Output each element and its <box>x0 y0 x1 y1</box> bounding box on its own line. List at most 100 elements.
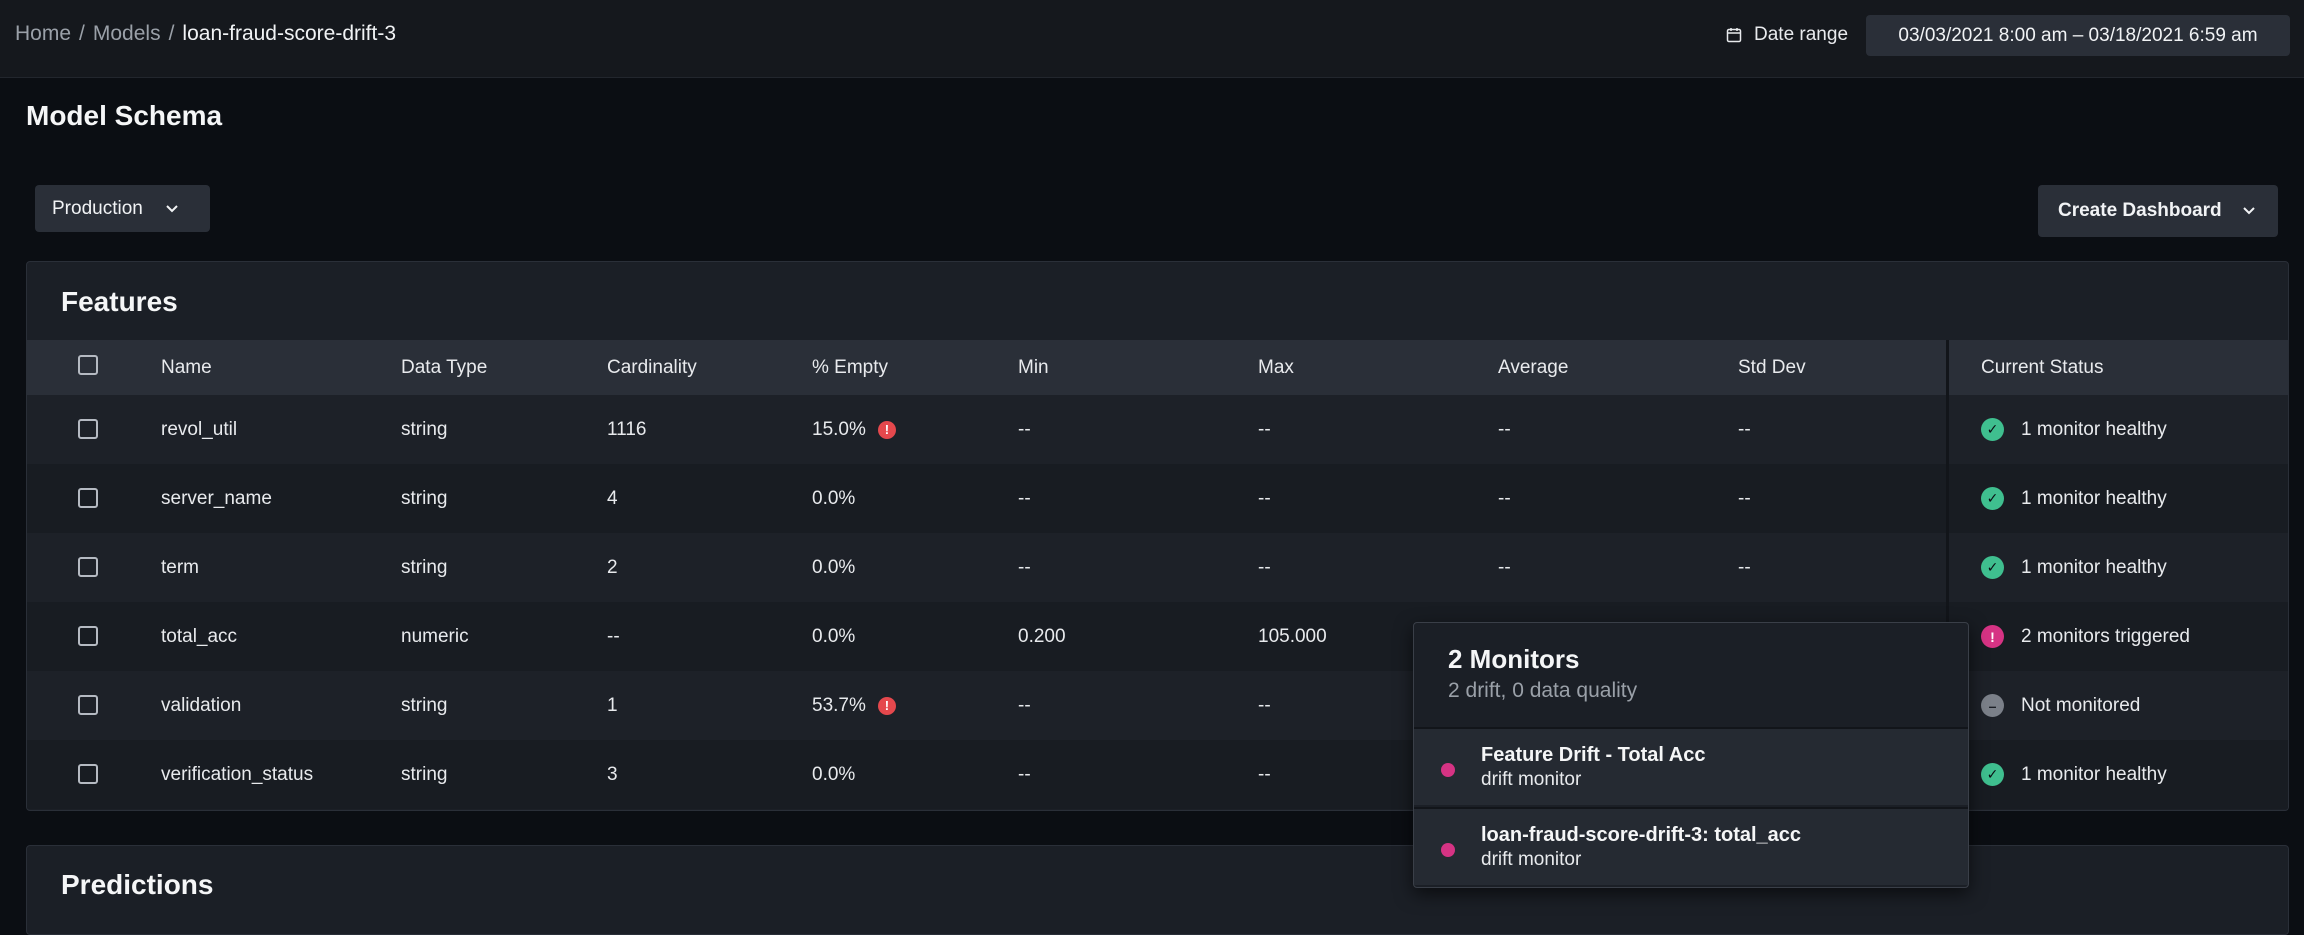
feature-std-dev: -- <box>1738 557 1751 578</box>
monitor-list-item[interactable]: Feature Drift - Total Acc drift monitor <box>1414 727 1968 805</box>
page-title: Model Schema <box>26 100 223 131</box>
feature-name[interactable]: server_name <box>161 488 272 509</box>
breadcrumb: Home / Models / loan-fraud-score-drift-3 <box>15 22 396 46</box>
feature-name[interactable]: revol_util <box>161 419 238 440</box>
top-bar: Home / Models / loan-fraud-score-drift-3… <box>0 0 2304 78</box>
status-cell[interactable]: – Not monitored <box>1949 671 2288 740</box>
calendar-icon <box>1726 28 1742 43</box>
select-all-checkbox[interactable] <box>78 355 98 375</box>
check-circle-icon: ✓ <box>1981 487 2004 510</box>
feature-data-type: string <box>401 557 448 578</box>
column-header-min[interactable]: Min <box>1018 357 1049 378</box>
warning-icon: ! <box>877 696 896 715</box>
table-header: Name Data Type Cardinality % Empty Min M… <box>27 340 2288 395</box>
feature-cardinality: 1116 <box>607 419 647 440</box>
status-text: 1 monitor healthy <box>2021 418 2167 440</box>
feature-min: -- <box>1018 557 1031 578</box>
column-header-average[interactable]: Average <box>1498 357 1569 378</box>
feature-max: 105.000 <box>1258 626 1327 647</box>
column-header-cardinality[interactable]: Cardinality <box>607 357 697 378</box>
row-checkbox[interactable] <box>78 764 98 784</box>
row-checkbox[interactable] <box>78 488 98 508</box>
status-cell[interactable]: ✓ 1 monitor healthy <box>1949 395 2288 464</box>
feature-empty: 0.0% <box>812 764 856 785</box>
feature-cardinality: 1 <box>607 695 618 716</box>
status-text: 1 monitor healthy <box>2021 487 2167 509</box>
feature-average: -- <box>1498 419 1511 440</box>
feature-data-type: string <box>401 419 448 440</box>
monitor-type: drift monitor <box>1481 769 1582 790</box>
popover-subtitle: 2 drift, 0 data quality <box>1448 679 1638 702</box>
create-dashboard-button[interactable]: Create Dashboard <box>2038 185 2278 237</box>
feature-data-type: string <box>401 488 448 509</box>
monitor-list-item[interactable]: loan-fraud-score-drift-3: total_acc drif… <box>1414 807 1968 885</box>
feature-std-dev: -- <box>1738 419 1751 440</box>
monitor-name[interactable]: loan-fraud-score-drift-3: total_acc <box>1481 824 1802 846</box>
row-checkbox[interactable] <box>78 695 98 715</box>
status-cell[interactable]: ✓ 1 monitor healthy <box>1949 533 2288 602</box>
status-text: 1 monitor healthy <box>2021 556 2167 578</box>
date-range-picker[interactable]: 03/03/2021 8:00 am – 03/18/2021 6:59 am <box>1866 15 2290 56</box>
feature-empty: 53.7% <box>812 695 866 716</box>
popover-title: 2 Monitors <box>1448 644 1580 674</box>
status-text: 1 monitor healthy <box>2021 763 2167 785</box>
feature-empty-cell: 53.7% ! <box>812 671 896 740</box>
feature-min: -- <box>1018 764 1031 785</box>
breadcrumb-models-link[interactable]: Models <box>92 22 161 45</box>
status-cell[interactable]: ✓ 1 monitor healthy <box>1949 464 2288 533</box>
date-range-label-group: Date range <box>1726 24 1848 46</box>
feature-empty: 0.0% <box>812 626 856 647</box>
feature-name[interactable]: term <box>161 557 199 578</box>
triggered-dot-icon <box>1441 843 1455 857</box>
breadcrumb-current-model: loan-fraud-score-drift-3 <box>182 22 397 45</box>
feature-name[interactable]: total_acc <box>161 626 238 647</box>
breadcrumb-home-link[interactable]: Home <box>15 22 72 45</box>
row-checkbox[interactable] <box>78 626 98 646</box>
feature-name[interactable]: verification_status <box>161 764 314 785</box>
warning-icon: ! <box>877 420 896 439</box>
date-range-label: Date range <box>1754 24 1849 45</box>
feature-max: -- <box>1258 419 1271 440</box>
breadcrumb-separator: / <box>79 22 85 45</box>
feature-empty: 0.0% <box>812 488 856 509</box>
row-checkbox[interactable] <box>78 557 98 577</box>
column-header-data-type[interactable]: Data Type <box>401 357 488 378</box>
feature-average: -- <box>1498 488 1511 509</box>
column-header-current-status[interactable]: Current Status <box>1981 357 2104 378</box>
row-checkbox[interactable] <box>78 419 98 439</box>
column-header-std-dev[interactable]: Std Dev <box>1738 357 1806 378</box>
column-header-name[interactable]: Name <box>161 357 212 378</box>
predictions-title: Predictions <box>61 869 214 900</box>
status-cell[interactable]: ! 2 monitors triggered <box>1949 602 2288 671</box>
feature-empty-cell: 15.0% ! <box>812 395 896 464</box>
feature-max: -- <box>1258 764 1271 785</box>
column-header-current-status-cell: Current Status <box>1949 340 2288 395</box>
feature-cardinality: 4 <box>607 488 618 509</box>
column-header-empty[interactable]: % Empty <box>812 357 889 378</box>
column-header-max[interactable]: Max <box>1258 357 1294 378</box>
chevron-down-icon <box>2242 207 2255 215</box>
create-dashboard-label: Create Dashboard <box>2058 200 2222 221</box>
environment-dropdown[interactable]: Production <box>35 185 210 232</box>
check-circle-icon: ✓ <box>1981 763 2004 786</box>
feature-empty: 0.0% <box>812 557 856 578</box>
status-text: 2 monitors triggered <box>2021 625 2190 647</box>
breadcrumb-separator: / <box>168 22 175 45</box>
monitor-name[interactable]: Feature Drift - Total Acc <box>1481 744 1706 766</box>
check-circle-icon: ✓ <box>1981 556 2004 579</box>
status-cell[interactable]: ✓ 1 monitor healthy <box>1949 740 2288 809</box>
feature-cardinality: 3 <box>607 764 618 785</box>
feature-max: -- <box>1258 557 1271 578</box>
feature-cardinality: 2 <box>607 557 618 578</box>
feature-data-type: string <box>401 764 448 785</box>
monitor-type: drift monitor <box>1481 849 1582 870</box>
table-row[interactable]: revol_util string 1116 15.0% ! -- -- -- … <box>27 395 2288 464</box>
monitors-popover: 2 Monitors 2 drift, 0 data quality Featu… <box>1413 622 1969 888</box>
current-status-column: Current Status ✓ 1 monitor healthy ✓ 1 m… <box>1946 340 2288 810</box>
table-row[interactable]: server_name string 4 0.0% -- -- -- -- <box>27 464 2288 533</box>
feature-name[interactable]: validation <box>161 695 242 716</box>
feature-max: -- <box>1258 488 1271 509</box>
table-row[interactable]: term string 2 0.0% -- -- -- -- <box>27 533 2288 602</box>
feature-min: 0.200 <box>1018 626 1066 647</box>
feature-min: -- <box>1018 695 1031 716</box>
